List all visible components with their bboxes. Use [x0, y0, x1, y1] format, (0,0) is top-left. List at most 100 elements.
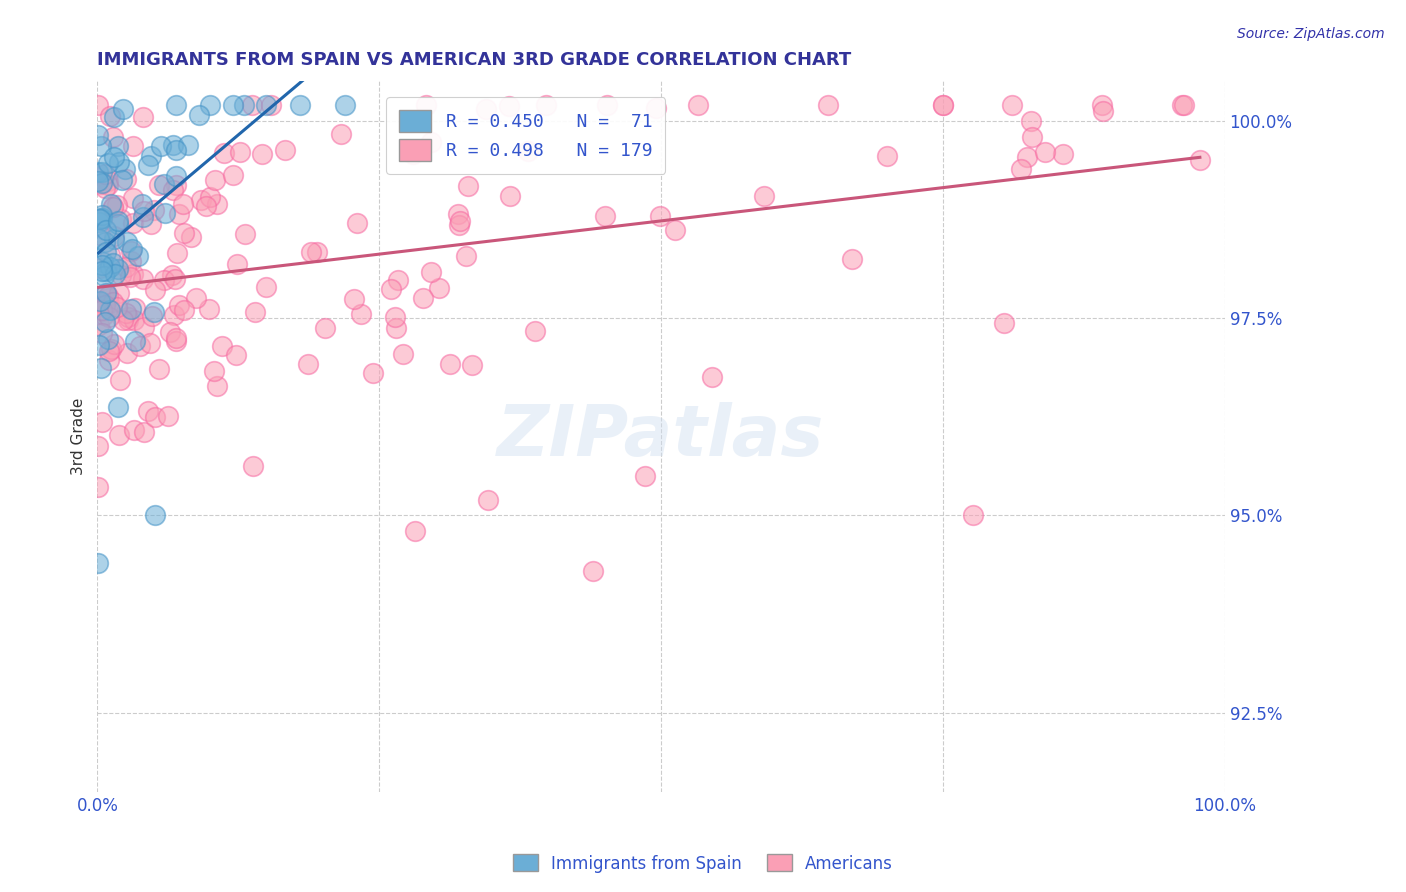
Point — [1001, 98, 1024, 112]
Point — [115, 235, 138, 250]
Legend: Immigrants from Spain, Americans: Immigrants from Spain, Americans — [506, 847, 900, 880]
Point — [111, 313, 134, 327]
Point — [90, 177, 112, 191]
Point — [165, 143, 187, 157]
Point — [132, 272, 155, 286]
Point — [139, 335, 162, 350]
Point — [94, 235, 117, 250]
Point — [221, 98, 243, 112]
Point — [596, 98, 619, 112]
Point — [132, 425, 155, 439]
Point — [122, 191, 145, 205]
Point — [94, 286, 117, 301]
Point — [87, 439, 110, 453]
Point — [87, 318, 110, 332]
Point — [101, 130, 124, 145]
Point — [384, 310, 406, 325]
Point — [108, 373, 131, 387]
Point — [211, 339, 233, 353]
Point — [212, 146, 235, 161]
Point — [163, 308, 186, 322]
Point — [91, 264, 114, 278]
Point — [87, 128, 110, 142]
Point — [94, 222, 117, 236]
Point — [87, 232, 110, 246]
Point — [1052, 146, 1074, 161]
Point — [256, 98, 278, 112]
Point — [114, 161, 136, 176]
Point — [477, 492, 499, 507]
Point — [112, 103, 135, 117]
Point — [457, 178, 479, 193]
Point — [1033, 145, 1056, 160]
Point — [97, 295, 120, 310]
Point — [380, 282, 402, 296]
Point — [87, 215, 110, 229]
Point — [429, 281, 451, 295]
Point — [160, 268, 183, 282]
Point — [474, 102, 496, 116]
Point — [97, 174, 120, 188]
Point — [143, 283, 166, 297]
Point — [634, 469, 657, 483]
Point — [260, 98, 283, 112]
Point — [104, 268, 127, 282]
Point — [165, 334, 187, 348]
Point — [141, 148, 163, 162]
Point — [226, 257, 249, 271]
Point — [101, 294, 124, 309]
Point — [205, 379, 228, 393]
Point — [87, 174, 110, 188]
Point — [402, 146, 425, 161]
Point — [139, 217, 162, 231]
Point — [932, 98, 955, 112]
Point — [1188, 153, 1211, 168]
Point — [89, 260, 111, 275]
Point — [593, 209, 616, 223]
Point — [107, 217, 129, 231]
Point — [91, 303, 114, 318]
Point — [91, 258, 114, 272]
Point — [307, 244, 329, 259]
Point — [841, 252, 863, 266]
Point — [107, 139, 129, 153]
Point — [454, 249, 477, 263]
Point — [121, 217, 143, 231]
Point — [190, 193, 212, 207]
Point — [94, 181, 117, 195]
Point — [461, 358, 484, 372]
Point — [165, 169, 187, 183]
Point — [1015, 151, 1038, 165]
Point — [420, 265, 443, 279]
Point — [98, 310, 121, 325]
Point — [233, 227, 256, 241]
Point — [129, 339, 152, 353]
Point — [87, 98, 110, 112]
Point — [205, 197, 228, 211]
Point — [90, 211, 112, 225]
Point — [90, 212, 112, 227]
Point — [143, 508, 166, 523]
Point — [198, 98, 221, 112]
Point — [90, 360, 112, 375]
Point — [117, 310, 139, 324]
Point — [114, 306, 136, 320]
Point — [98, 353, 121, 368]
Point — [107, 155, 129, 169]
Point — [314, 321, 336, 335]
Point — [124, 334, 146, 349]
Point — [107, 400, 129, 414]
Point — [688, 98, 710, 112]
Point — [115, 260, 138, 274]
Point — [100, 260, 122, 275]
Point — [499, 189, 522, 203]
Point — [141, 309, 163, 323]
Point — [100, 248, 122, 262]
Point — [90, 211, 112, 225]
Point — [149, 139, 172, 153]
Point — [89, 295, 111, 310]
Point — [132, 319, 155, 334]
Point — [152, 273, 174, 287]
Point — [250, 146, 273, 161]
Point — [97, 291, 120, 305]
